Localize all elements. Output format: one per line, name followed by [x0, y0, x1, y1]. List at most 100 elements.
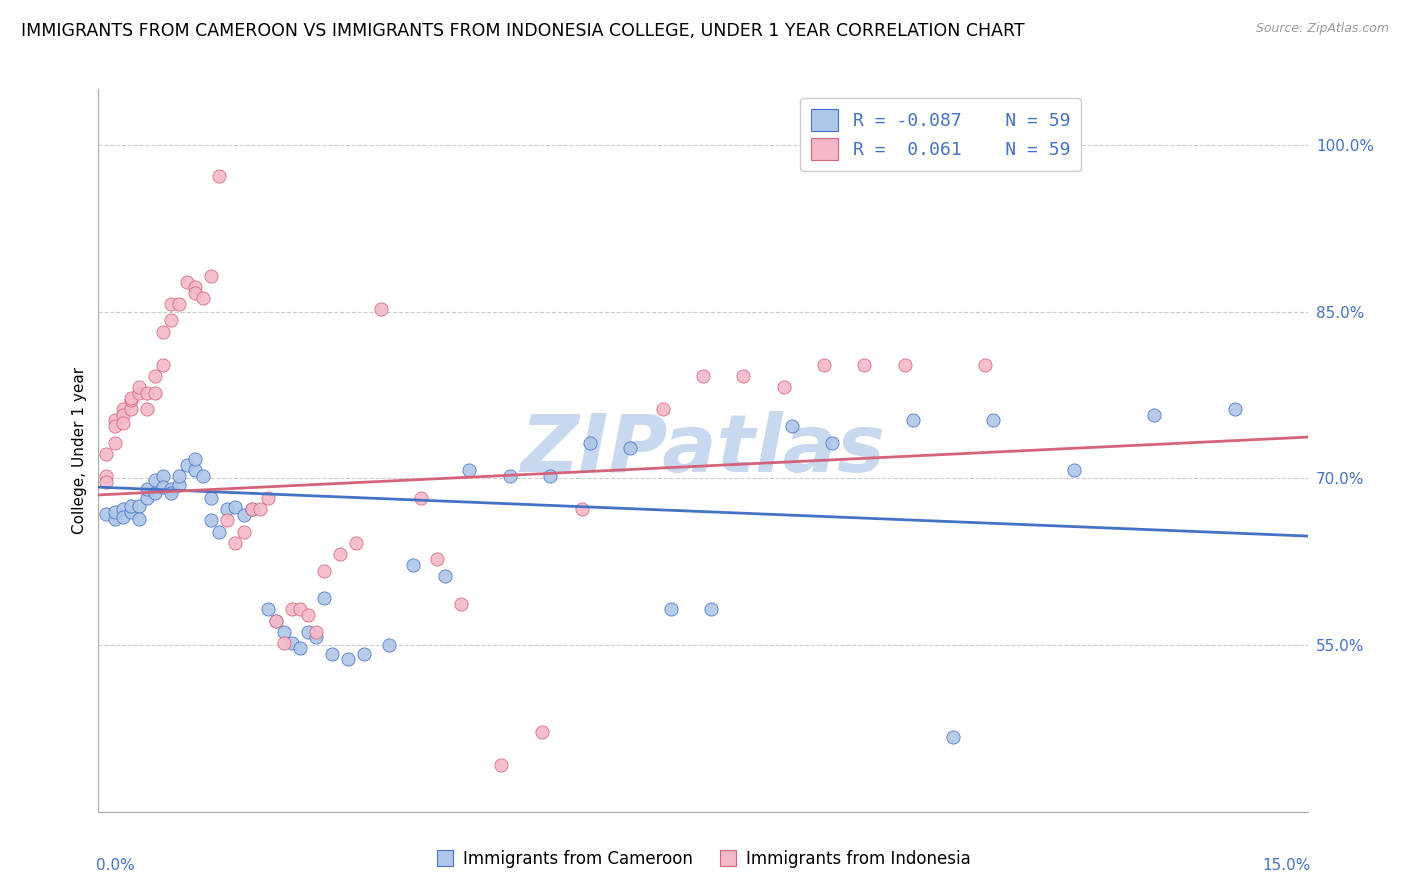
- Point: [111, 416, 134, 430]
- Point: [152, 358, 174, 372]
- Point: [458, 463, 481, 477]
- Point: [619, 442, 641, 456]
- Point: [651, 402, 673, 417]
- Point: [942, 731, 965, 745]
- Point: [249, 502, 271, 516]
- Point: [240, 502, 263, 516]
- Point: [853, 358, 876, 372]
- Point: [434, 569, 457, 583]
- Point: [200, 514, 222, 528]
- Point: [305, 630, 328, 644]
- Y-axis label: College, Under 1 year: College, Under 1 year: [72, 367, 87, 534]
- Point: [217, 514, 239, 528]
- Point: [103, 413, 125, 427]
- Point: [377, 638, 399, 652]
- Point: [344, 535, 367, 549]
- Point: [571, 502, 593, 516]
- Point: [1143, 408, 1166, 422]
- Point: [96, 469, 118, 483]
- Point: [772, 380, 794, 394]
- Point: [353, 647, 375, 661]
- Point: [96, 447, 118, 461]
- Point: [160, 483, 183, 497]
- Point: [273, 636, 295, 650]
- Point: [329, 547, 352, 561]
- Point: [288, 602, 311, 616]
- Point: [184, 463, 207, 477]
- Point: [409, 491, 432, 506]
- Point: [821, 435, 844, 450]
- Point: [256, 602, 278, 616]
- Point: [184, 280, 207, 294]
- Point: [538, 469, 561, 483]
- Point: [370, 302, 392, 317]
- Point: [314, 564, 336, 578]
- Point: [450, 597, 472, 611]
- Point: [273, 624, 295, 639]
- Point: [224, 535, 246, 549]
- Point: [981, 413, 1004, 427]
- Point: [256, 491, 278, 506]
- Point: [167, 469, 190, 483]
- Point: [120, 499, 142, 513]
- Point: [659, 602, 682, 616]
- Point: [264, 614, 287, 628]
- Point: [1223, 402, 1246, 417]
- Point: [111, 510, 134, 524]
- Point: [103, 512, 125, 526]
- Point: [337, 652, 360, 666]
- Point: [152, 325, 174, 339]
- Point: [103, 435, 125, 450]
- Point: [321, 647, 343, 661]
- Point: [128, 380, 150, 394]
- Point: [120, 505, 142, 519]
- Point: [143, 385, 166, 400]
- Point: [135, 402, 157, 417]
- Point: [224, 500, 246, 515]
- Point: [111, 402, 134, 417]
- Point: [281, 602, 304, 616]
- Point: [103, 505, 125, 519]
- Point: [160, 485, 183, 500]
- Point: [120, 393, 142, 408]
- Point: [96, 475, 118, 489]
- Point: [1063, 463, 1085, 477]
- Point: [193, 291, 215, 305]
- Point: [314, 591, 336, 606]
- Point: [402, 558, 425, 572]
- Point: [200, 268, 222, 283]
- Legend: R = -0.087    N = 59, R =  0.061    N = 59: R = -0.087 N = 59, R = 0.061 N = 59: [800, 98, 1081, 171]
- Point: [893, 358, 915, 372]
- Point: [152, 480, 174, 494]
- Point: [733, 369, 755, 384]
- Point: [120, 391, 142, 405]
- Point: [111, 502, 134, 516]
- Point: [232, 524, 254, 539]
- Point: [813, 358, 835, 372]
- Point: [491, 758, 513, 772]
- Point: [143, 474, 166, 488]
- Point: [167, 478, 190, 492]
- Point: [780, 419, 803, 434]
- Point: [135, 385, 157, 400]
- Legend: Immigrants from Cameroon, Immigrants from Indonesia: Immigrants from Cameroon, Immigrants fro…: [429, 844, 977, 875]
- Point: [281, 636, 304, 650]
- Point: [135, 483, 157, 497]
- Point: [217, 502, 239, 516]
- Point: [700, 602, 723, 616]
- Point: [208, 169, 231, 183]
- Point: [176, 458, 198, 472]
- Text: Source: ZipAtlas.com: Source: ZipAtlas.com: [1256, 22, 1389, 36]
- Point: [288, 641, 311, 656]
- Point: [152, 469, 174, 483]
- Point: [264, 614, 287, 628]
- Point: [135, 491, 157, 506]
- Point: [160, 313, 183, 327]
- Point: [200, 491, 222, 506]
- Point: [167, 297, 190, 311]
- Point: [143, 485, 166, 500]
- Point: [143, 369, 166, 384]
- Text: IMMIGRANTS FROM CAMEROON VS IMMIGRANTS FROM INDONESIA COLLEGE, UNDER 1 YEAR CORR: IMMIGRANTS FROM CAMEROON VS IMMIGRANTS F…: [21, 22, 1025, 40]
- Point: [128, 499, 150, 513]
- Point: [128, 512, 150, 526]
